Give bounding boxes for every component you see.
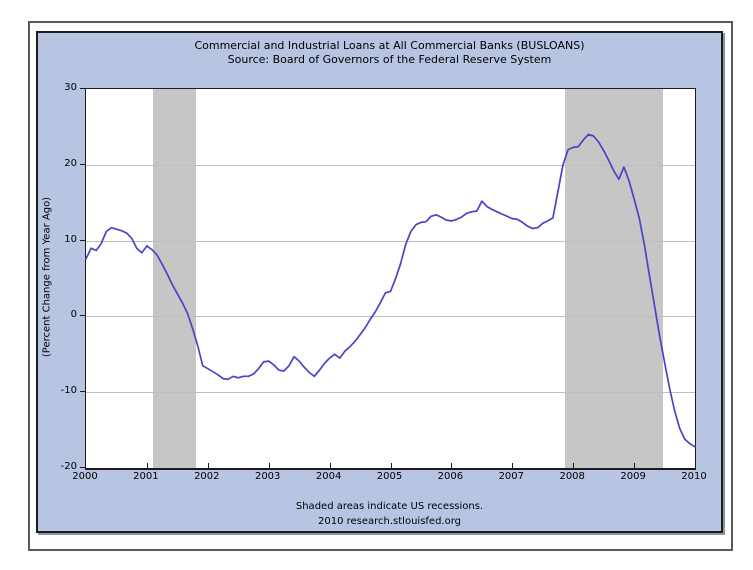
y-tick-mark xyxy=(80,467,85,468)
y-tick-label: 10 xyxy=(64,233,77,245)
footer-source-note: 2010 research.stlouisfed.org xyxy=(317,516,462,527)
series-line-busloans xyxy=(85,133,696,448)
x-tick-mark xyxy=(390,463,392,468)
x-tick-mark xyxy=(329,463,331,468)
chart-subtitle: Source: Board of Governors of the Federa… xyxy=(227,53,552,66)
plot-area xyxy=(85,88,696,470)
x-tick-label: 2006 xyxy=(437,471,464,482)
x-tick-label: 2009 xyxy=(620,471,646,482)
x-tick-mark xyxy=(512,463,514,468)
x-tick-label: 2010 xyxy=(681,471,707,482)
y-tick-label: -20 xyxy=(60,461,77,472)
gridline xyxy=(86,164,695,166)
x-tick-mark xyxy=(268,463,270,468)
x-tick-label: 2003 xyxy=(254,471,281,482)
x-tick-mark xyxy=(634,463,636,468)
y-tick-label: 30 xyxy=(64,82,77,93)
x-tick-label: 2005 xyxy=(376,471,403,482)
x-tick-mark xyxy=(207,463,209,468)
x-tick-label: 2002 xyxy=(194,471,220,482)
x-tick-mark xyxy=(146,463,148,468)
series-svg xyxy=(85,133,696,448)
x-tick-label: 2001 xyxy=(133,471,159,482)
gridline xyxy=(86,316,695,318)
recession-band xyxy=(152,89,196,468)
y-tick-label: -10 xyxy=(60,385,77,397)
chart-title: Commercial and Industrial Loans at All C… xyxy=(194,39,585,52)
x-tick-label: 2004 xyxy=(315,471,342,482)
gridline xyxy=(86,392,695,394)
footer-recession-note: Shaded areas indicate US recessions. xyxy=(295,501,484,512)
y-tick-mark xyxy=(80,88,85,89)
y-tick-label: 0 xyxy=(70,309,77,321)
y-tick-mark xyxy=(80,163,85,165)
x-tick-label: 2000 xyxy=(72,471,98,482)
y-tick-mark xyxy=(80,315,85,317)
recession-band xyxy=(565,89,663,468)
x-tick-label: 2008 xyxy=(559,471,585,482)
x-tick-label: 2007 xyxy=(498,471,525,482)
y-tick-label: 20 xyxy=(64,157,77,169)
gridline xyxy=(86,240,695,242)
y-axis-label: (Percent Change from Year Ago) xyxy=(41,196,53,358)
y-tick-mark xyxy=(80,239,85,241)
y-tick-mark xyxy=(80,391,85,393)
x-tick-mark xyxy=(573,463,575,468)
x-tick-mark xyxy=(451,463,453,468)
